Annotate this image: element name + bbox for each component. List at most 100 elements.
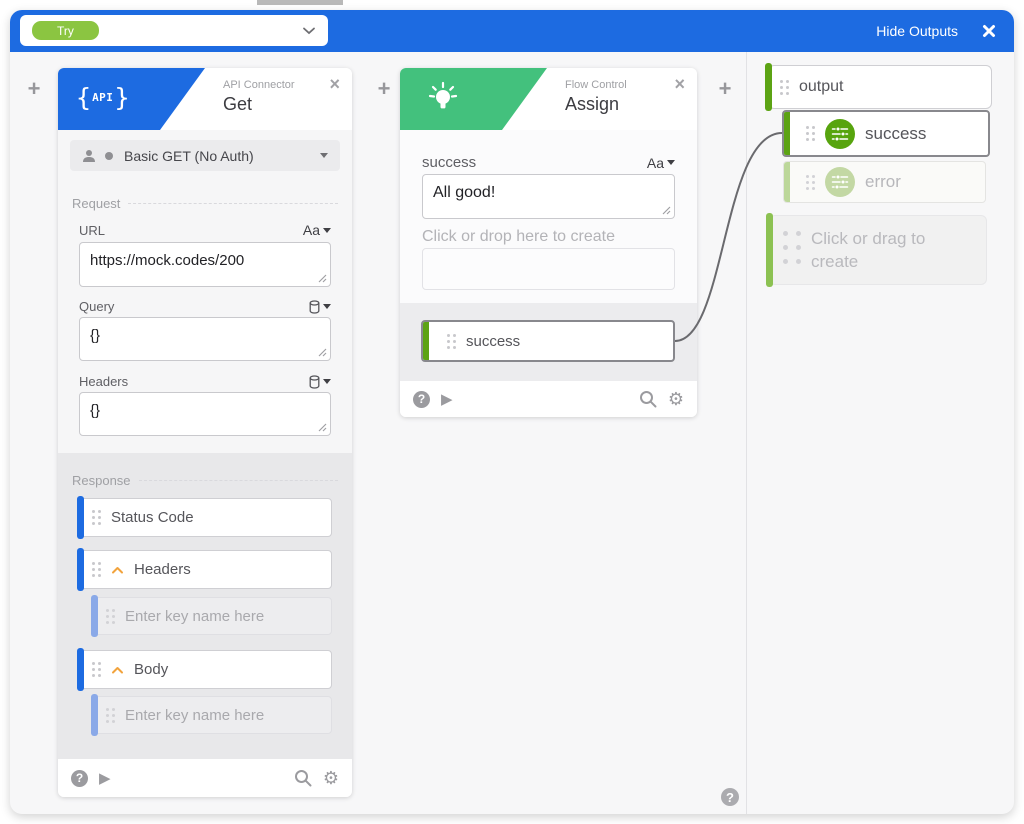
- drag-handle-icon[interactable]: [92, 662, 101, 677]
- assign-operation-title: Assign: [565, 94, 620, 114]
- run-step-icon[interactable]: ▶: [441, 391, 453, 408]
- drop-hint-label: Click or drop here to create: [422, 228, 615, 245]
- assign-output-item-success[interactable]: success: [421, 320, 675, 362]
- text-type-icon: Aa: [302, 222, 320, 238]
- assign-step-icon: [825, 167, 855, 197]
- url-type-dropdown[interactable]: Aa: [303, 222, 331, 238]
- gear-icon[interactable]: ⚙: [667, 389, 684, 409]
- drag-handle-icon[interactable]: [780, 79, 789, 95]
- drag-handle-icon[interactable]: [783, 231, 801, 264]
- add-step-button-middle[interactable]: +: [377, 76, 391, 101]
- add-step-button-left[interactable]: +: [27, 76, 41, 101]
- close-icon[interactable]: [982, 24, 996, 38]
- assign-outputs-section: success: [400, 303, 697, 381]
- connector-bar: [784, 112, 790, 155]
- try-badge[interactable]: Try: [32, 21, 99, 40]
- drag-handle-icon[interactable]: [92, 562, 101, 577]
- collapse-chevron-icon[interactable]: [111, 566, 124, 574]
- search-icon[interactable]: [639, 390, 657, 408]
- headers-input[interactable]: {}: [79, 392, 331, 436]
- caret-down-icon: [323, 227, 331, 233]
- connector-bar: [91, 595, 98, 637]
- request-section-header: Request: [72, 196, 338, 211]
- close-icon[interactable]: ×: [329, 74, 340, 94]
- assign-card: Flow Control Assign × success Aa All goo…: [400, 68, 697, 417]
- drag-handle-icon[interactable]: [806, 174, 815, 190]
- output-item-error[interactable]: error: [783, 161, 986, 203]
- help-icon[interactable]: ?: [71, 769, 88, 787]
- query-type-dropdown[interactable]: [309, 299, 331, 314]
- data-type-icon: [309, 374, 320, 389]
- api-connector-card: {API} API Connector Get × Basic GET (No …: [58, 68, 352, 797]
- assign-value-input[interactable]: All good!: [422, 174, 675, 219]
- assign-app-label: Flow Control: [565, 79, 627, 91]
- chevron-down-icon: [302, 27, 316, 35]
- help-icon[interactable]: ?: [413, 390, 430, 408]
- url-field-row: URL Aa: [79, 222, 331, 238]
- text-type-icon: Aa: [646, 154, 664, 171]
- query-input[interactable]: {}: [79, 317, 331, 361]
- api-card-header: {API} API Connector Get: [58, 68, 352, 130]
- drag-handle-icon[interactable]: [106, 608, 115, 624]
- section-dashed-line: [128, 203, 338, 204]
- data-type-icon: [309, 299, 320, 314]
- query-field-row: Query: [79, 299, 331, 314]
- response-item-headers[interactable]: Headers: [77, 548, 332, 591]
- background-tab-remnant: [257, 0, 343, 5]
- assign-card-toolbar: ? ▶ ⚙: [400, 381, 697, 417]
- hide-outputs-button[interactable]: Hide Outputs: [876, 23, 958, 39]
- drag-handle-icon[interactable]: [106, 707, 115, 723]
- collapse-chevron-icon[interactable]: [111, 666, 124, 674]
- panel-header: Try Hide Outputs: [10, 10, 1014, 52]
- output-item-success[interactable]: success: [782, 110, 990, 157]
- connector-bar: [77, 648, 84, 691]
- drop-target-box[interactable]: [422, 248, 675, 290]
- section-dashed-line: [138, 480, 338, 481]
- auth-selector[interactable]: Basic GET (No Auth): [70, 140, 340, 171]
- user-icon: [82, 149, 96, 162]
- resize-grip-icon[interactable]: [318, 348, 327, 357]
- gear-icon[interactable]: ⚙: [322, 768, 339, 788]
- response-key-input-headers[interactable]: Enter key name here: [91, 595, 332, 637]
- connector-bar: [77, 496, 84, 539]
- assign-field-label: success: [422, 154, 477, 171]
- headers-type-dropdown[interactable]: [309, 374, 331, 389]
- search-icon[interactable]: [294, 769, 312, 787]
- resize-grip-icon[interactable]: [318, 274, 327, 283]
- response-item-status-code[interactable]: Status Code: [77, 496, 332, 539]
- query-label: Query: [79, 299, 115, 314]
- assign-type-dropdown[interactable]: Aa: [647, 155, 675, 171]
- caret-down-icon: [320, 153, 328, 158]
- drag-handle-icon[interactable]: [92, 510, 101, 525]
- output-root-item[interactable]: output: [765, 63, 992, 111]
- api-app-label: API Connector: [223, 79, 295, 91]
- url-input[interactable]: https://mock.codes/200: [79, 242, 331, 287]
- connector-bar: [784, 162, 790, 202]
- response-section-header: Response: [72, 473, 338, 488]
- headers-field-row: Headers: [79, 374, 331, 389]
- drag-handle-icon[interactable]: [806, 126, 815, 141]
- assign-step-icon: [825, 118, 855, 149]
- caret-down-icon: [323, 379, 331, 384]
- caret-down-icon: [323, 304, 331, 309]
- response-key-input-body[interactable]: Enter key name here: [91, 694, 332, 736]
- trigger-selector[interactable]: Try: [20, 15, 328, 46]
- assign-card-header: Flow Control Assign: [400, 68, 697, 130]
- connector-bar: [766, 213, 773, 287]
- resize-grip-icon[interactable]: [318, 423, 327, 432]
- api-operation-title: Get: [223, 94, 253, 114]
- output-create-target[interactable]: Click or drag to create: [766, 213, 987, 287]
- api-card-toolbar: ? ▶ ⚙: [58, 759, 352, 797]
- response-item-body[interactable]: Body: [77, 648, 332, 691]
- help-icon[interactable]: ?: [721, 788, 739, 806]
- close-icon[interactable]: ×: [674, 74, 685, 94]
- connector-bar: [77, 548, 84, 591]
- drag-handle-icon[interactable]: [447, 333, 456, 349]
- add-step-button-right[interactable]: +: [718, 76, 732, 101]
- auth-status-dot: [105, 151, 113, 160]
- lightbulb-icon: [425, 80, 461, 118]
- resize-grip-icon[interactable]: [662, 206, 671, 215]
- run-step-icon[interactable]: ▶: [99, 770, 111, 787]
- connector-bar: [765, 63, 772, 111]
